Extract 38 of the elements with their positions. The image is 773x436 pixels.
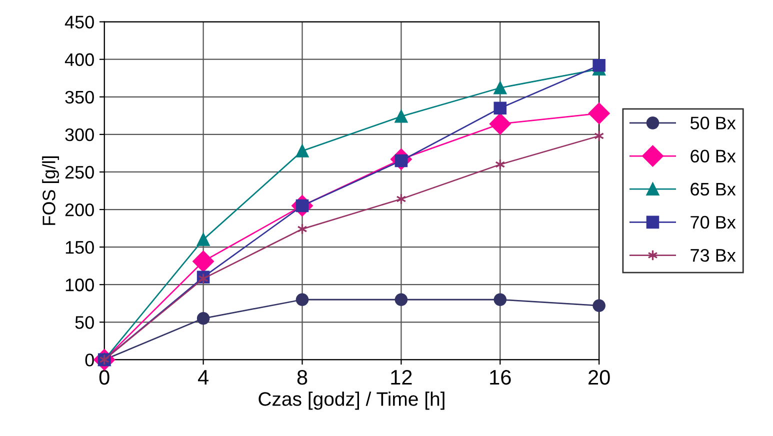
y-tick-label: 100 bbox=[66, 278, 94, 292]
point bbox=[296, 293, 309, 306]
y-tick-label: 250 bbox=[65, 166, 94, 179]
y-tick-label: 300 bbox=[65, 128, 94, 142]
x-tick-label: 4 bbox=[198, 370, 208, 385]
point bbox=[394, 293, 408, 306]
legend-label: 50 Bx bbox=[690, 116, 736, 130]
point bbox=[592, 58, 606, 72]
y-tick-label: 150 bbox=[66, 241, 94, 254]
point bbox=[196, 233, 210, 246]
point bbox=[588, 102, 610, 124]
point bbox=[394, 110, 408, 123]
y-tick-label: 50 bbox=[75, 316, 94, 329]
point bbox=[489, 113, 511, 135]
point bbox=[494, 81, 507, 94]
x-tick-label: 8 bbox=[297, 370, 308, 385]
point bbox=[494, 293, 507, 306]
point bbox=[592, 299, 606, 312]
y-tick-label: 0 bbox=[85, 354, 94, 366]
y-tick-label: 400 bbox=[64, 53, 94, 66]
y-tick-label: 350 bbox=[65, 90, 94, 104]
point bbox=[192, 250, 214, 272]
point bbox=[296, 144, 309, 158]
x-tick-label: 12 bbox=[391, 370, 412, 385]
point bbox=[196, 312, 210, 325]
legend-label: 65 Bx bbox=[690, 182, 736, 196]
y-tick-label: 200 bbox=[65, 203, 94, 216]
y-tick-label: 450 bbox=[64, 16, 94, 29]
legend-label: 70 Bx bbox=[690, 216, 736, 229]
x-tick-label: 16 bbox=[490, 370, 511, 385]
x-axis-title: Czas [godz] / Time [h] bbox=[258, 392, 444, 410]
x-tick-label: 0 bbox=[99, 370, 110, 385]
legend-label: 60 Bx bbox=[690, 150, 736, 163]
x-tick-label: 20 bbox=[588, 370, 610, 385]
point bbox=[594, 130, 604, 142]
legend-label: 73 Bx bbox=[690, 248, 736, 262]
point bbox=[494, 102, 507, 115]
y-axis-title: FOS [g/l] bbox=[42, 156, 59, 225]
